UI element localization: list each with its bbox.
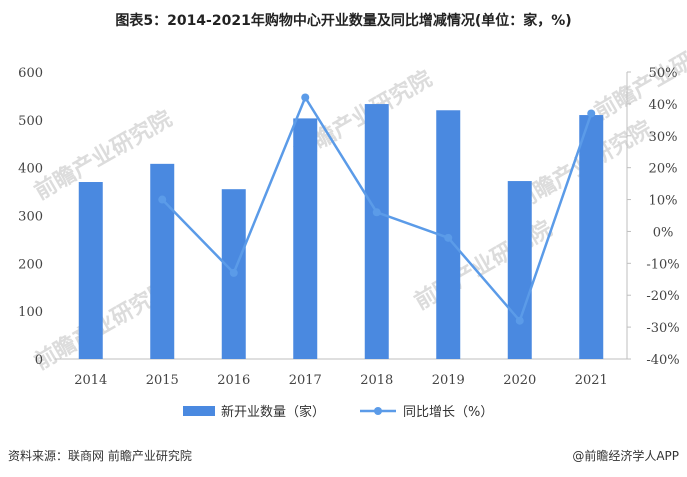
line-point (301, 93, 310, 102)
y-right-tick-label: 40% (649, 98, 678, 113)
bar (579, 115, 604, 359)
chart-title: 图表5：2014-2021年购物中心开业数量及同比增减情况(单位：家，%) (115, 13, 572, 29)
y-left-tick-label: 200 (18, 257, 43, 272)
source-note: 资料来源：联商网 前瞻产业研究院 (8, 449, 192, 463)
legend-line-marker (374, 407, 382, 415)
y-left-tick-label: 100 (18, 305, 43, 320)
bar (150, 163, 175, 359)
y-left-tick-label: 300 (18, 210, 43, 225)
line-point (372, 208, 381, 217)
x-tick-label: 2015 (146, 373, 179, 388)
x-tick-label: 2020 (503, 373, 536, 388)
y-right-tick-label: 30% (649, 130, 678, 145)
y-right-tick-label: -30% (646, 321, 679, 336)
y-right-tick-label: -40% (646, 353, 679, 368)
legend-bar-label: 新开业数量（家） (221, 404, 325, 420)
y-right-tick-label: 10% (649, 194, 678, 209)
brand-credit: @前瞻经济学人APP (572, 449, 679, 463)
bar (78, 182, 103, 359)
watermark-text: 前瞻产业研究院 (410, 216, 556, 316)
y-right-tick-label: 20% (649, 162, 678, 177)
y-right-tick-label: 50% (649, 66, 678, 81)
axes: 0 100 200 300 400 500 600 -40% -30% -20% -10% 0% 10%… (18, 66, 679, 388)
legend: 新开业数量（家） 同比增长（%） (183, 404, 493, 420)
x-tick-label: 2016 (217, 373, 250, 388)
legend-bar-swatch (183, 406, 215, 416)
line-point (158, 195, 167, 204)
line-series (158, 93, 596, 325)
line-point (229, 268, 238, 277)
y-left-tick-label: 600 (18, 66, 43, 81)
x-tick-label: 2014 (74, 373, 107, 388)
y-right-tick-label: 0% (653, 225, 674, 240)
x-tick-label: 2021 (575, 373, 608, 388)
bar (364, 104, 389, 359)
y-right-tick-label: -20% (646, 289, 679, 304)
line-point (587, 109, 596, 118)
line-point (444, 233, 453, 242)
x-tick-label: 2018 (360, 373, 393, 388)
y-left-tick-label: 400 (18, 162, 43, 177)
x-tick-label: 2017 (289, 373, 322, 388)
line-point (515, 316, 524, 325)
legend-line-label: 同比增长（%） (403, 405, 493, 420)
y-right-tick-label: -10% (646, 257, 679, 272)
bar (507, 181, 532, 359)
y-left-tick-label: 0 (35, 353, 43, 368)
y-left-tick-label: 500 (18, 114, 43, 129)
x-tick-label: 2019 (432, 373, 465, 388)
bar (293, 118, 318, 359)
